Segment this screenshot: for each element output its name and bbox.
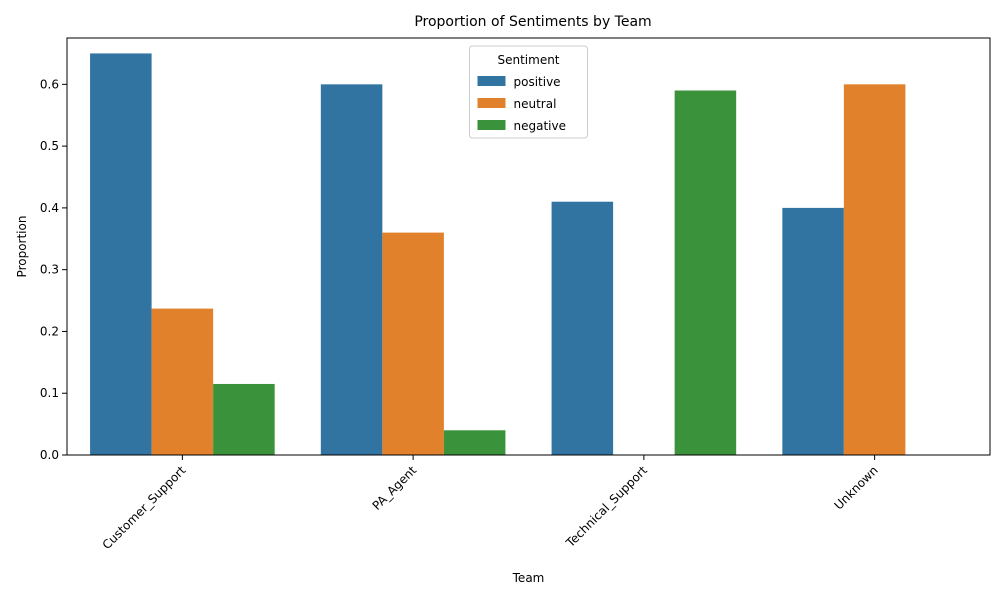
bar-negative-Technical_Support [674, 90, 737, 455]
legend-swatch-positive [477, 76, 506, 86]
x-tick-label: Technical_Support [563, 463, 651, 551]
y-tick-label: 0.6 [40, 77, 59, 91]
y-tick-label: 0.4 [40, 201, 59, 215]
y-tick-label: 0.5 [40, 139, 59, 153]
x-axis: Customer_Support PA_Agent Technical_Suppor… [100, 455, 881, 552]
y-tick-label: 0.1 [40, 386, 59, 400]
bar-neutral-Customer_Support [151, 308, 214, 455]
y-axis-title: Proportion [15, 216, 29, 278]
legend-items: positive neutral negative [477, 75, 566, 133]
legend-label-positive: positive [514, 75, 561, 89]
x-tick-label: Unknown [831, 463, 880, 512]
y-tick-label: 0.2 [40, 324, 59, 338]
bar-neutral-PA_Agent [382, 232, 444, 455]
bar-positive-Technical_Support [551, 201, 614, 455]
legend-swatch-neutral [477, 98, 506, 108]
bar-negative-PA_Agent [443, 430, 506, 455]
legend-label-negative: negative [514, 119, 566, 133]
chart-title: Proportion of Sentiments by Team [414, 14, 651, 30]
y-axis: 0.0 0.1 0.2 0.3 0.4 0.5 0.6 [40, 77, 67, 462]
y-tick-label: 0.0 [40, 448, 59, 462]
x-axis-title: Team [512, 571, 545, 585]
legend-label-neutral: neutral [514, 97, 557, 111]
y-tick-label: 0.3 [40, 263, 59, 277]
bar-positive-Customer_Support [90, 53, 152, 455]
x-tick-label: PA_Agent [370, 463, 420, 513]
bar-neutral-Unknown [843, 84, 906, 455]
bar-positive-Unknown [782, 207, 844, 455]
bars-group [90, 53, 906, 455]
legend-box [469, 45, 588, 139]
bar-negative-Customer_Support [213, 383, 275, 455]
plot-frame [66, 37, 991, 456]
legend: Sentiment positive neutral negative [469, 45, 588, 139]
x-tick-label: Customer_Support [100, 463, 189, 552]
legend-title: Sentiment [497, 53, 559, 67]
legend-swatch-negative [477, 120, 506, 130]
bar-positive-PA_Agent [320, 84, 383, 455]
